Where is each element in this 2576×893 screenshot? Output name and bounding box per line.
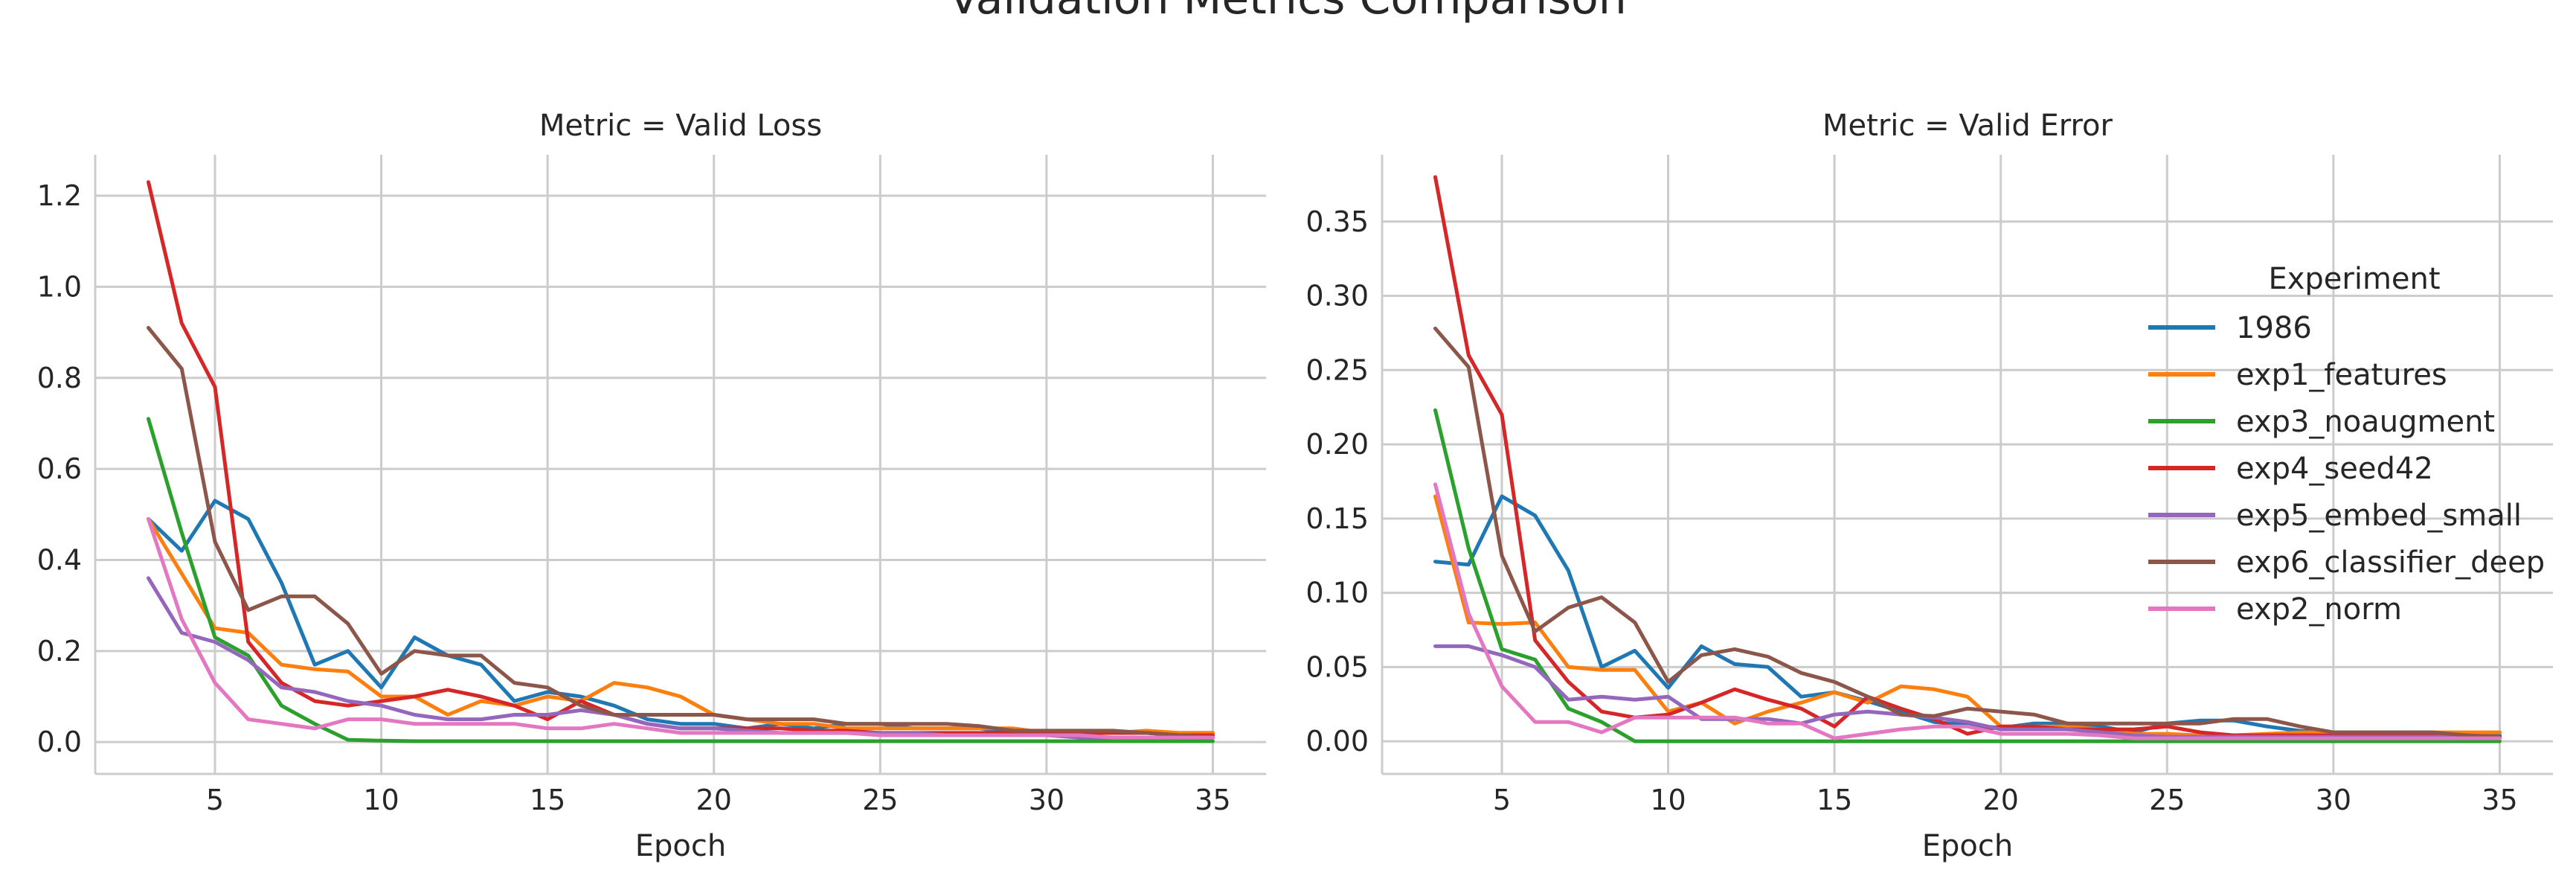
x-tick-label: 5 [206,784,224,816]
x-tick-label: 20 [696,784,732,816]
legend: Experiment 1986 exp1_features exp3_noaugmen… [2148,262,2545,627]
legend-label-exp3-noaugment: exp3_noaugment [2236,405,2495,439]
series-line-exp3-noaugment [147,417,1215,743]
x-tick-label: 30 [1029,784,1064,816]
panel-valid-loss: 5 10 15 20 25 30 35 0.0 0.2 0.4 0.6 0.8 1.0 1.2 Metric… [37,109,1266,863]
legend-label-exp2-norm: exp2_norm [2236,592,2402,627]
y-tick-label: 0.05 [1305,650,1369,683]
y-tick-label: 0.10 [1305,577,1369,609]
series-line-exp2-norm [147,516,1215,740]
y-tick-label: 0.35 [1305,205,1369,238]
legend-label-exp1-features: exp1_features [2236,358,2447,392]
series-line-exp6-classifier-deep [147,326,1215,740]
x-tick-label: 20 [1983,784,2019,816]
y-tick-label: 0.6 [37,452,82,485]
panel-title: Metric = Valid Error [1822,109,2113,143]
legend-title: Experiment [2268,262,2440,296]
y-tick-label: 0.00 [1305,725,1369,758]
y-tick-label: 0.2 [37,635,82,668]
x-tick-label: 25 [2149,784,2185,816]
x-tick-label: 15 [530,784,565,816]
legend-label-exp5-embed-small: exp5_embed_small [2236,499,2522,533]
y-tick-label: 0.8 [37,362,82,394]
y-tick-label: 0.0 [37,726,82,758]
x-tick-label: 15 [1817,784,1852,816]
series-line-exp2-norm [1433,482,2502,740]
x-tick-label: 10 [1650,784,1686,816]
series-line-exp1-features [147,516,1215,735]
y-tick-label: 0.15 [1305,502,1369,535]
y-tick-label: 1.0 [37,270,82,303]
x-tick-label: 25 [862,784,898,816]
series-line-exp1-features [1433,494,2502,737]
x-tick-label: 35 [2482,784,2517,816]
y-tick-label: 0.25 [1305,353,1369,386]
y-tick-label: 0.30 [1305,280,1369,313]
y-tick-label: 0.20 [1305,428,1369,461]
series-line-exp5-embed-small [1433,644,2502,739]
series-line-exp6-classifier-deep [1433,326,2502,739]
panel-valid-error: 5 10 15 20 25 30 35 0.00 0.05 0.10 0.15 0.20 0.25 0.3… [1305,109,2553,863]
x-tick-label: 10 [363,784,399,816]
figure-title: Validation Metrics Comparison [948,0,1626,25]
x-tick-label: 35 [1195,784,1230,816]
y-tick-label: 0.4 [37,543,82,576]
legend-label-exp6-classifier-deep: exp6_classifier_deep [2236,545,2545,580]
legend-label-1986: 1986 [2236,311,2312,345]
legend-label-exp4-seed42: exp4_seed42 [2236,452,2433,486]
x-tick-label: 5 [1493,784,1511,816]
x-axis-label: Epoch [635,829,726,863]
y-tick-label: 1.2 [37,179,82,212]
x-axis-label: Epoch [1922,829,2013,863]
x-tick-label: 30 [2316,784,2351,816]
panel-title: Metric = Valid Loss [539,109,822,143]
